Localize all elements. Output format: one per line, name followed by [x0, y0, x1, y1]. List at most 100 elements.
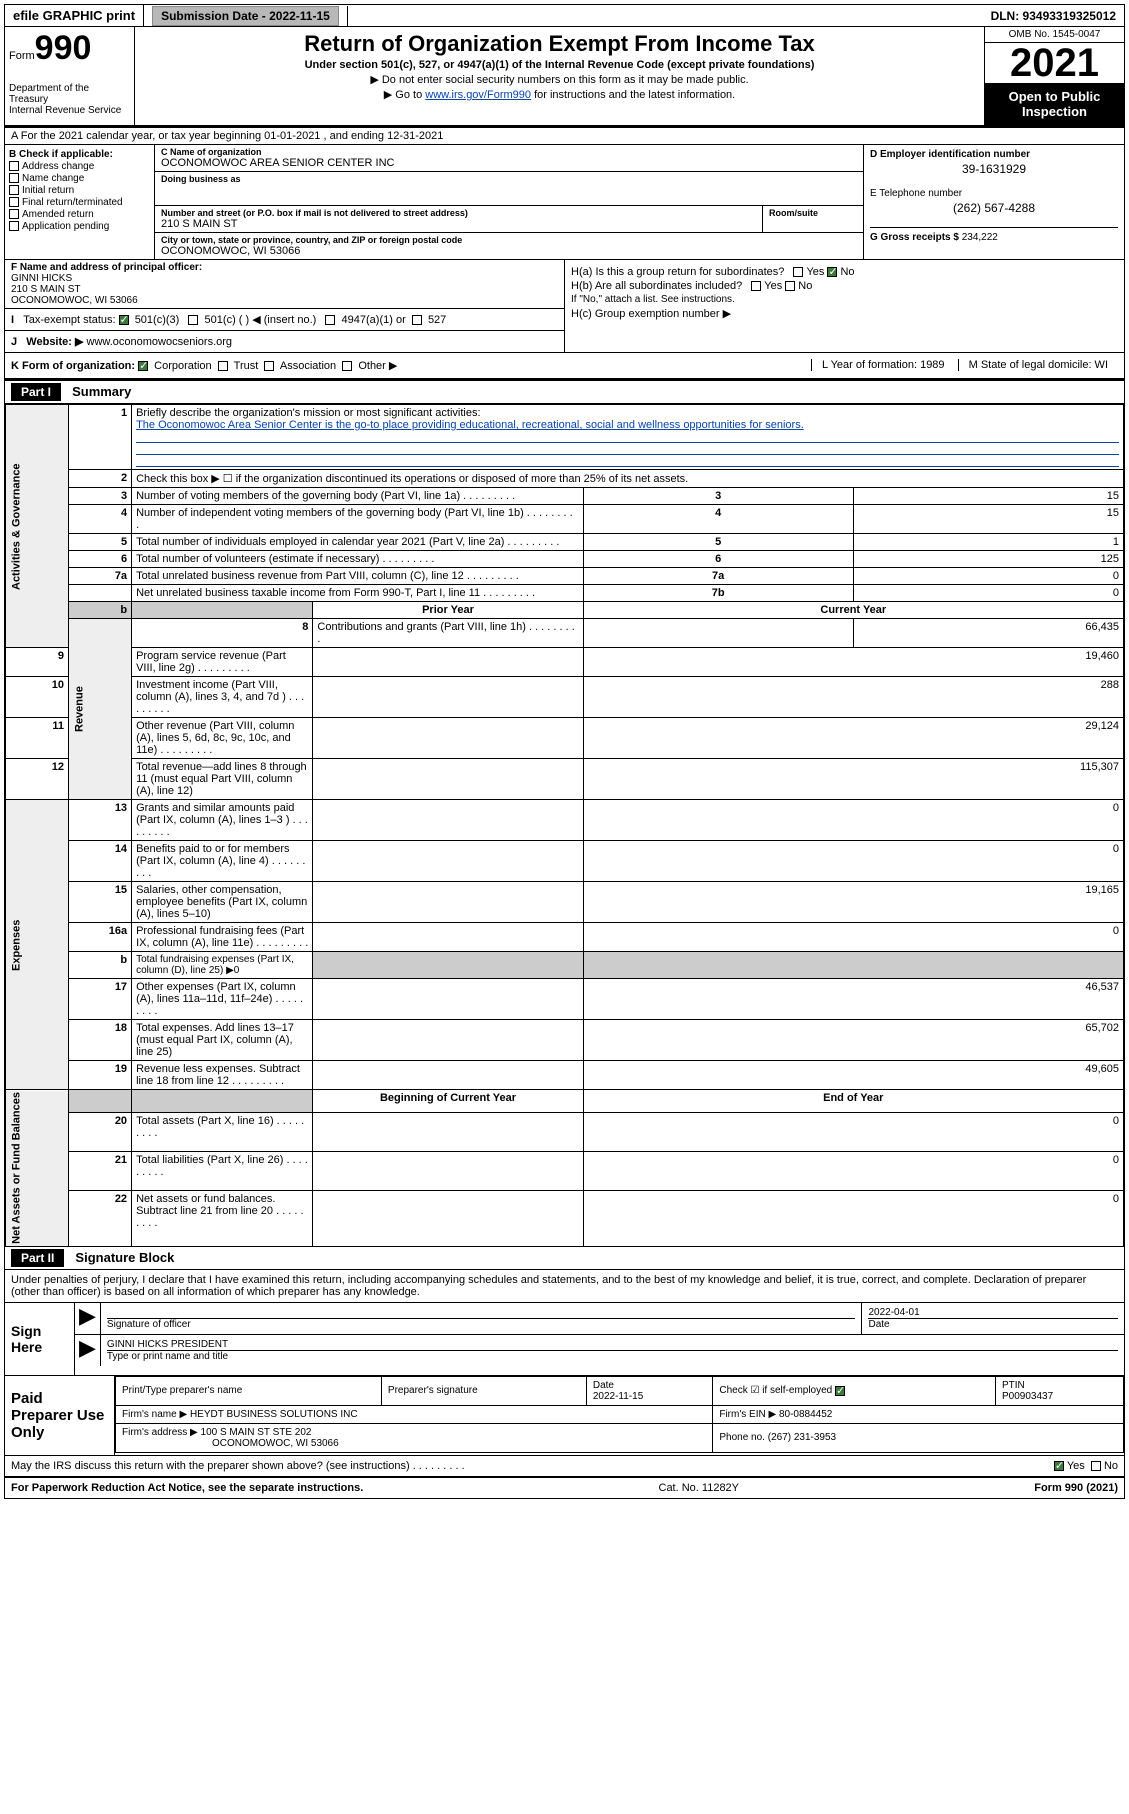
title-box: Return of Organization Exempt From Incom… — [135, 27, 984, 125]
city: OCONOMOWOC, WI 53066 — [161, 245, 857, 257]
firm-name: HEYDT BUSINESS SOLUTIONS INC — [190, 1409, 358, 1420]
col-b-label: B Check if applicable: — [9, 149, 150, 160]
org-name: OCONOMOWOC AREA SENIOR CENTER INC — [161, 157, 857, 169]
officer-addr: 210 S MAIN ST — [11, 284, 80, 295]
row-hdr-py-cy: bPrior YearCurrent Year — [6, 602, 1124, 619]
chk-501c[interactable] — [188, 315, 198, 325]
top-bar: efile GRAPHIC print Submission Date - 20… — [5, 5, 1124, 27]
paid-right: Print/Type preparer's name Preparer's si… — [115, 1376, 1124, 1455]
chk-application-pending[interactable]: Application pending — [9, 221, 150, 232]
firm-phone: (267) 231-3953 — [768, 1432, 836, 1443]
ein-label: D Employer identification number — [870, 149, 1118, 160]
declaration: Under penalties of perjury, I declare th… — [5, 1270, 1124, 1302]
chk-name-change[interactable]: Name change — [9, 173, 150, 184]
irs-link[interactable]: www.irs.gov/Form990 — [425, 89, 531, 101]
city-block: City or town, state or province, country… — [155, 233, 863, 259]
part2-badge: Part II — [11, 1249, 64, 1267]
chk-may-no[interactable] — [1091, 1461, 1101, 1471]
org-name-block: C Name of organization OCONOMOWOC AREA S… — [155, 145, 863, 172]
section-f-h-i-j: F Name and address of principal officer:… — [5, 260, 1124, 353]
footer: For Paperwork Reduction Act Notice, see … — [5, 1476, 1124, 1498]
ein: 39-1631929 — [870, 162, 1118, 176]
row-6: 6Total number of volunteers (estimate if… — [6, 551, 1124, 568]
sig-name: GINNI HICKS PRESIDENTType or print name … — [100, 1335, 1124, 1366]
chk-ha-no[interactable] — [827, 267, 837, 277]
h-a: H(a) Is this a group return for subordin… — [571, 266, 1118, 278]
paid-preparer-row: Paid Preparer Use Only Print/Type prepar… — [5, 1375, 1124, 1455]
form-990-page: efile GRAPHIC print Submission Date - 20… — [4, 4, 1125, 1499]
chk-corp[interactable] — [138, 361, 148, 371]
row-k: K Form of organization: Corporation Trus… — [5, 353, 1124, 379]
tax-year: 2021 — [985, 43, 1124, 83]
room-block: Room/suite — [763, 206, 863, 233]
dept-label: Department of the Treasury Internal Reve… — [9, 83, 130, 116]
firm-ein: 80-0884452 — [779, 1409, 832, 1420]
k-right: L Year of formation: 1989 M State of leg… — [811, 359, 1118, 372]
footer-left: For Paperwork Reduction Act Notice, see … — [11, 1482, 363, 1494]
form-note-2: ▶ Go to www.irs.gov/Form990 for instruct… — [145, 88, 974, 101]
form-word: Form — [9, 50, 35, 62]
spacer — [348, 13, 983, 19]
form-note-1: ▶ Do not enter social security numbers o… — [145, 73, 974, 86]
side-netassets: Net Assets or Fund Balances — [6, 1090, 69, 1247]
chk-amended[interactable]: Amended return — [9, 209, 150, 220]
year-formation: L Year of formation: 1989 — [811, 359, 955, 371]
paid-table: Print/Type preparer's name Preparer's si… — [115, 1376, 1124, 1453]
chk-assoc[interactable] — [264, 361, 274, 371]
h-b: H(b) Are all subordinates included? Yes … — [571, 280, 1118, 292]
phone: (262) 567-4288 — [870, 201, 1118, 215]
chk-initial-return[interactable]: Initial return — [9, 185, 150, 196]
firm-addr: 100 S MAIN ST STE 202 — [201, 1427, 312, 1438]
chk-hb-no[interactable] — [785, 281, 795, 291]
dba-block: Doing business as — [155, 172, 863, 206]
line-1: Briefly describe the organization's miss… — [132, 405, 1124, 470]
sign-right: ▶ Signature of officer 2022-04-01Date ▶ … — [75, 1303, 1124, 1375]
chk-4947[interactable] — [325, 315, 335, 325]
open-inspection: Open to Public Inspection — [985, 83, 1124, 125]
i-block: I Tax-exempt status: 501(c)(3) 501(c) ( … — [5, 308, 564, 330]
chk-501c3[interactable] — [119, 315, 129, 325]
h-c: H(c) Group exemption number ▶ — [571, 307, 1118, 320]
header-row: Form990 Department of the Treasury Inter… — [5, 27, 1124, 126]
sign-here-row: Sign Here ▶ Signature of officer 2022-04… — [5, 1302, 1124, 1375]
chk-other[interactable] — [342, 361, 352, 371]
part2-title: Signature Block — [67, 1250, 174, 1265]
part1-title: Summary — [64, 384, 131, 399]
dln-label: DLN: 93493319325012 — [983, 6, 1124, 26]
form-subtitle: Under section 501(c), 527, or 4947(a)(1)… — [145, 59, 974, 71]
footer-mid: Cat. No. 11282Y — [363, 1482, 1034, 1494]
chk-self-employed[interactable] — [835, 1386, 845, 1396]
form-title: Return of Organization Exempt From Incom… — [145, 31, 974, 57]
part2-header: Part II Signature Block — [5, 1247, 1124, 1270]
chk-ha-yes[interactable] — [793, 267, 803, 277]
officer-city: OCONOMOWOC, WI 53066 — [11, 295, 138, 306]
sign-here-label: Sign Here — [5, 1303, 75, 1375]
fhij-left: F Name and address of principal officer:… — [5, 260, 565, 352]
sig-date: 2022-04-01Date — [861, 1303, 1124, 1334]
street: 210 S MAIN ST — [161, 218, 756, 230]
j-block: J Website: ▶ www.oconomowocseniors.org — [5, 330, 564, 352]
row-5: 5Total number of individuals employed in… — [6, 534, 1124, 551]
chk-final-return[interactable]: Final return/terminated — [9, 197, 150, 208]
side-governance: Activities & Governance — [6, 405, 69, 648]
efile-label: efile GRAPHIC print — [5, 5, 144, 26]
street-block: Number and street (or P.O. box if mail i… — [155, 206, 763, 233]
col-d: D Employer identification number 39-1631… — [864, 145, 1124, 259]
year-box: OMB No. 1545-0047 2021 Open to Public In… — [984, 27, 1124, 125]
row-7a: 7aTotal unrelated business revenue from … — [6, 568, 1124, 585]
summary-table: Activities & Governance 1 Briefly descri… — [5, 404, 1124, 1247]
side-expenses: Expenses — [6, 800, 69, 1090]
chk-address-change[interactable]: Address change — [9, 161, 150, 172]
submission-date: Submission Date - 2022-11-15 — [144, 6, 348, 26]
col-b: B Check if applicable: Address change Na… — [5, 145, 155, 259]
chk-hb-yes[interactable] — [751, 281, 761, 291]
state-domicile: M State of legal domicile: WI — [958, 359, 1118, 371]
submission-button[interactable]: Submission Date - 2022-11-15 — [152, 6, 339, 26]
part1-header: Part I Summary — [5, 379, 1124, 404]
chk-trust[interactable] — [218, 361, 228, 371]
sig-officer: Signature of officer — [100, 1303, 862, 1334]
section-b-c-d: B Check if applicable: Address change Na… — [5, 145, 1124, 260]
chk-527[interactable] — [412, 315, 422, 325]
form-number-box: Form990 Department of the Treasury Inter… — [5, 27, 135, 125]
chk-may-yes[interactable] — [1054, 1461, 1064, 1471]
